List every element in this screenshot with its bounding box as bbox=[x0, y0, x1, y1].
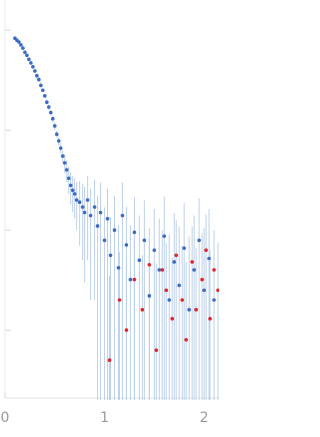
data-point bbox=[180, 298, 184, 302]
data-point bbox=[43, 94, 47, 98]
data-point bbox=[64, 168, 69, 172]
data-point bbox=[88, 213, 93, 218]
data-point bbox=[41, 88, 45, 93]
data-point bbox=[19, 43, 23, 47]
data-point bbox=[45, 100, 49, 105]
data-point bbox=[212, 268, 216, 272]
data-point bbox=[29, 61, 33, 65]
data-point bbox=[58, 146, 63, 150]
data-point bbox=[162, 234, 167, 238]
data-point bbox=[37, 77, 41, 82]
data-point bbox=[27, 57, 31, 62]
data-point bbox=[46, 105, 51, 109]
data-point bbox=[192, 268, 196, 272]
data-point bbox=[137, 258, 142, 263]
data-point bbox=[120, 213, 125, 218]
data-point bbox=[124, 243, 129, 247]
data-point bbox=[68, 183, 73, 188]
data-point bbox=[167, 298, 172, 302]
data-point bbox=[124, 328, 129, 332]
data-point bbox=[21, 46, 25, 50]
data-point bbox=[164, 288, 169, 293]
data-point bbox=[140, 307, 145, 312]
data-point bbox=[208, 316, 212, 321]
data-point bbox=[132, 230, 137, 235]
data-point bbox=[70, 188, 75, 193]
data-point bbox=[48, 110, 53, 115]
data-point bbox=[172, 260, 177, 264]
x-tick-label: 1 bbox=[100, 410, 109, 426]
data-point bbox=[39, 83, 43, 88]
data-point bbox=[184, 337, 188, 342]
data-point bbox=[212, 298, 216, 302]
data-point bbox=[52, 124, 57, 128]
data-point bbox=[182, 246, 186, 250]
data-point bbox=[62, 161, 67, 165]
data-point bbox=[216, 288, 219, 293]
data-point bbox=[74, 198, 79, 202]
data-point bbox=[77, 200, 82, 205]
data-point bbox=[17, 40, 21, 44]
data-point bbox=[157, 268, 162, 272]
data-point bbox=[194, 307, 198, 312]
data-point bbox=[116, 265, 121, 270]
data-point bbox=[31, 64, 35, 69]
data-point bbox=[170, 316, 175, 321]
x-tick-label: 0 bbox=[1, 410, 10, 426]
data-point bbox=[33, 69, 37, 73]
data-point bbox=[60, 154, 65, 158]
data-point bbox=[132, 277, 137, 282]
data-point bbox=[197, 238, 201, 243]
data-point bbox=[50, 116, 55, 121]
x-tick-label: 2 bbox=[200, 410, 209, 426]
data-point bbox=[112, 228, 117, 232]
data-point bbox=[187, 307, 191, 312]
data-point bbox=[54, 132, 59, 136]
data-point bbox=[25, 53, 29, 58]
data-point bbox=[102, 238, 107, 243]
data-point bbox=[142, 238, 147, 243]
data-point bbox=[95, 224, 100, 228]
data-point bbox=[108, 253, 113, 258]
data-point bbox=[72, 192, 77, 196]
data-point bbox=[147, 262, 152, 267]
data-point bbox=[82, 210, 87, 215]
data-point bbox=[80, 205, 85, 209]
data-point bbox=[92, 205, 97, 209]
data-point bbox=[152, 248, 157, 252]
data-point bbox=[207, 256, 211, 261]
data-point bbox=[56, 139, 61, 143]
data-point bbox=[107, 358, 112, 363]
plot-background bbox=[5, 0, 219, 400]
data-point bbox=[177, 283, 181, 288]
data-point bbox=[23, 50, 27, 55]
data-point bbox=[128, 277, 133, 282]
data-point bbox=[202, 288, 206, 293]
data-point bbox=[190, 260, 194, 264]
data-point bbox=[98, 210, 103, 215]
data-point bbox=[160, 268, 165, 272]
data-point bbox=[147, 294, 152, 298]
data-point bbox=[204, 248, 208, 252]
data-point bbox=[105, 216, 110, 221]
chart: 0 1 2 bbox=[1, 0, 219, 426]
data-point bbox=[200, 277, 204, 282]
data-point bbox=[85, 198, 90, 202]
data-point bbox=[66, 176, 71, 181]
data-point bbox=[174, 253, 178, 258]
data-point bbox=[154, 348, 159, 352]
data-point bbox=[35, 73, 39, 78]
data-point bbox=[117, 298, 122, 302]
